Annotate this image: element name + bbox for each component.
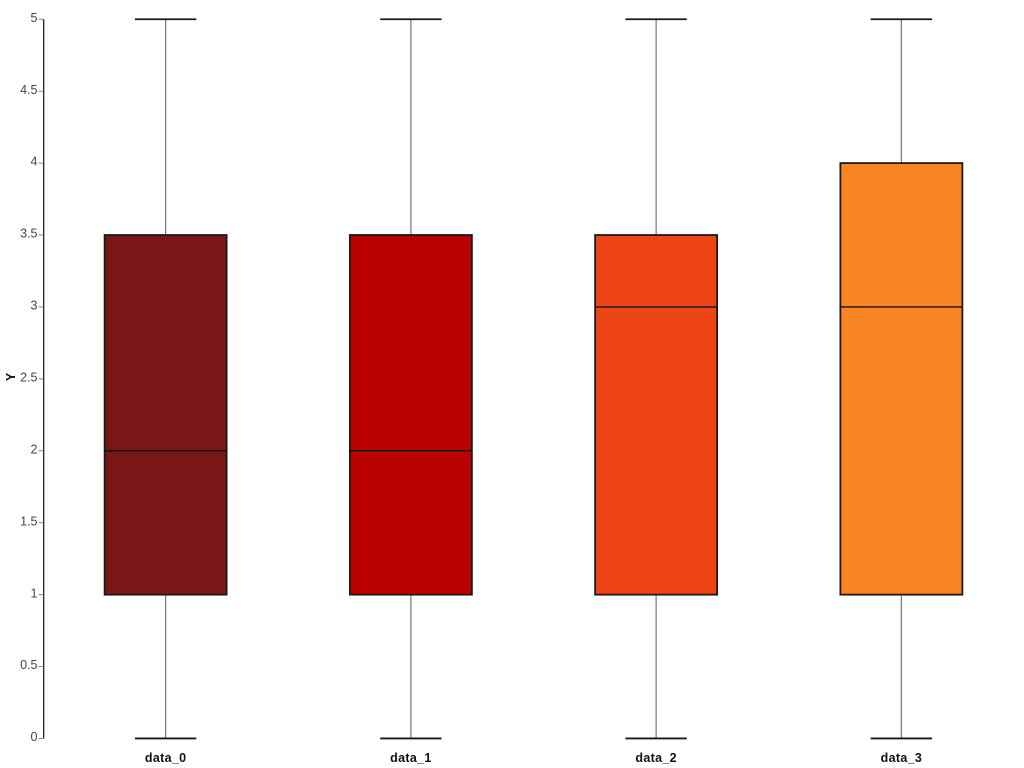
svg-text:4.5: 4.5: [20, 83, 37, 97]
svg-text:3: 3: [31, 299, 38, 313]
svg-text:Y: Y: [4, 372, 18, 381]
svg-text:data_0: data_0: [145, 751, 186, 765]
svg-text:2.5: 2.5: [20, 370, 37, 384]
svg-text:data_3: data_3: [881, 751, 922, 765]
svg-text:0: 0: [31, 730, 38, 744]
svg-text:1.5: 1.5: [20, 514, 37, 528]
svg-text:data_1: data_1: [390, 751, 431, 765]
svg-text:5: 5: [31, 11, 38, 25]
svg-text:3.5: 3.5: [20, 227, 37, 241]
svg-text:0.5: 0.5: [20, 658, 37, 672]
svg-text:4: 4: [31, 155, 38, 169]
svg-text:1: 1: [31, 586, 38, 600]
svg-text:2: 2: [31, 442, 38, 456]
svg-text:data_2: data_2: [635, 751, 676, 765]
